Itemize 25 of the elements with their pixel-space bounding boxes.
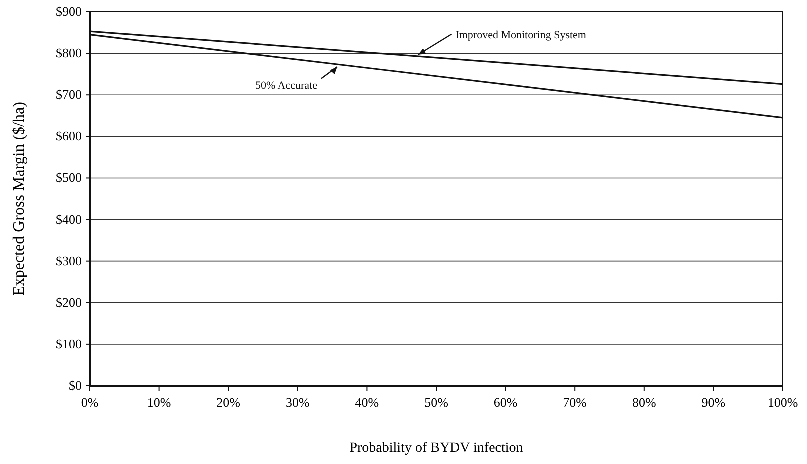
y-tick-label: $800 xyxy=(56,46,82,61)
x-tick-label: 20% xyxy=(216,395,241,410)
x-tick-label: 40% xyxy=(355,395,380,410)
x-tick-label: 0% xyxy=(81,395,99,410)
x-tick-label: 80% xyxy=(632,395,656,410)
y-tick-label: $0 xyxy=(69,378,82,393)
x-tick-label: 50% xyxy=(424,395,449,410)
x-tick-label: 10% xyxy=(147,395,172,410)
x-tick-label: 90% xyxy=(702,395,726,410)
y-axis-title: Expected Gross Margin ($/ha) xyxy=(11,102,28,296)
y-tick-label: $600 xyxy=(56,128,82,144)
y-tick-label: $500 xyxy=(56,170,82,186)
y-tick-label: $700 xyxy=(56,87,82,102)
y-tick-label: $900 xyxy=(56,4,82,19)
y-tick-label: $400 xyxy=(56,212,82,227)
x-tick-label: 100% xyxy=(768,395,798,410)
x-tick-label: 30% xyxy=(286,395,310,410)
y-tick-label: $300 xyxy=(56,253,82,268)
series-label: Improved Monitoring System xyxy=(456,29,587,42)
y-tick-label: $200 xyxy=(56,294,82,310)
x-axis-title: Probability of BYDV infection xyxy=(350,441,524,456)
y-tick-label: $100 xyxy=(56,336,82,352)
x-tick-label: 70% xyxy=(563,395,588,410)
series-label: 50% Accurate xyxy=(255,80,318,92)
x-tick-label: 60% xyxy=(494,395,518,410)
